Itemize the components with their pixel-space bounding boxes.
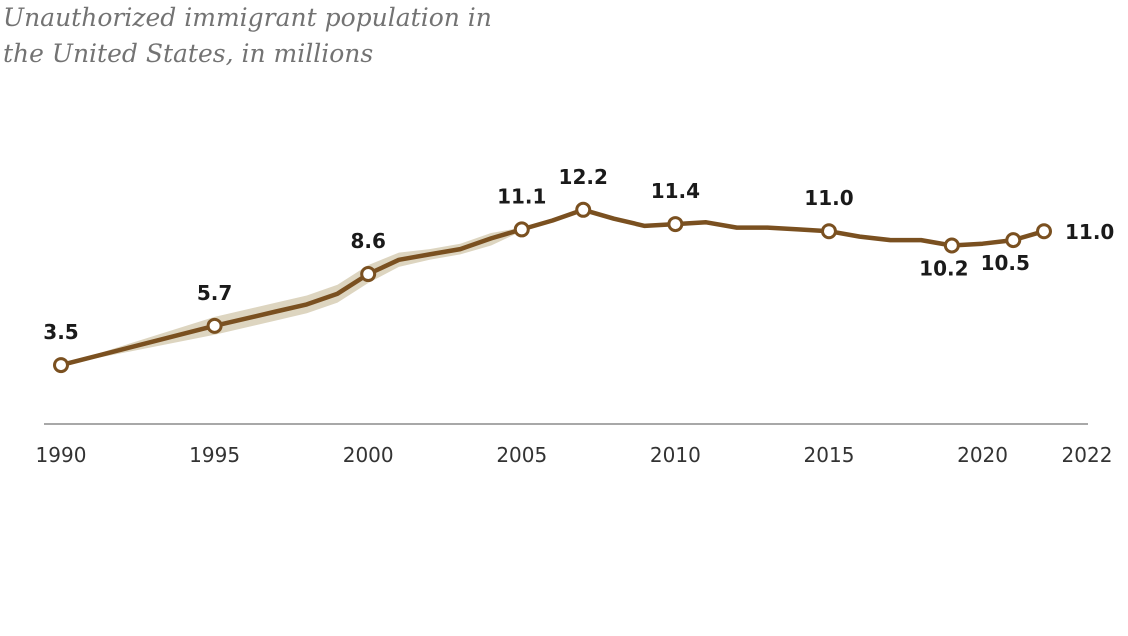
data-label-2022: 11.0 [1065, 220, 1114, 244]
data-label-2000: 8.6 [350, 229, 385, 253]
data-label-2015: 11.0 [804, 186, 853, 210]
data-label-layer: 3.5 5.7 8.6 11.1 12.2 11.4 11.0 10.2 10.5 11.0 [43, 165, 1114, 344]
data-label-2005: 11.1 [497, 184, 546, 208]
data-marker-1995 [206, 317, 223, 334]
x-tick-label-2022: 2022 [1062, 443, 1113, 467]
data-label-1990: 3.5 [43, 320, 78, 344]
data-marker-2010 [667, 216, 684, 233]
data-label-2019: 10.2 [919, 257, 968, 281]
series-line-layer [58, 207, 1047, 368]
data-marker-2007 [575, 201, 592, 218]
x-tick-label-2005: 2005 [496, 443, 547, 467]
x-tick-label-1990: 1990 [36, 443, 87, 467]
data-label-2010: 11.4 [651, 179, 700, 203]
data-marker-layer [53, 201, 1052, 374]
data-marker-2019 [943, 237, 960, 254]
data-label-2007: 12.2 [559, 165, 608, 189]
data-marker-2005 [513, 221, 530, 238]
uncertainty-band [61, 227, 522, 366]
data-marker-1990 [53, 357, 69, 374]
chart-title-line-1: Unauthorized immigrant population in [3, 3, 492, 32]
data-label-1995: 5.7 [197, 281, 232, 305]
data-marker-2000 [360, 266, 377, 283]
chart-title-line-2: the United States, in millions [3, 39, 374, 68]
data-marker-2021 [1005, 232, 1022, 249]
uncertainty-band-layer [61, 227, 522, 366]
data-label-2021: 10.5 [981, 251, 1030, 275]
x-tick-label-2015: 2015 [804, 443, 855, 467]
x-tick-label-1995: 1995 [189, 443, 240, 467]
x-tick-label-2000: 2000 [343, 443, 394, 467]
x-tick-label-layer: 1990 1995 2000 2005 2010 2015 2020 2022 [36, 443, 1113, 467]
chart-title: Unauthorized immigrant population in the… [3, 0, 563, 72]
x-tick-label-2010: 2010 [650, 443, 701, 467]
data-marker-2022 [1036, 223, 1052, 240]
data-marker-2015 [820, 223, 837, 240]
x-tick-label-2020: 2020 [957, 443, 1008, 467]
series-line [58, 207, 1047, 368]
